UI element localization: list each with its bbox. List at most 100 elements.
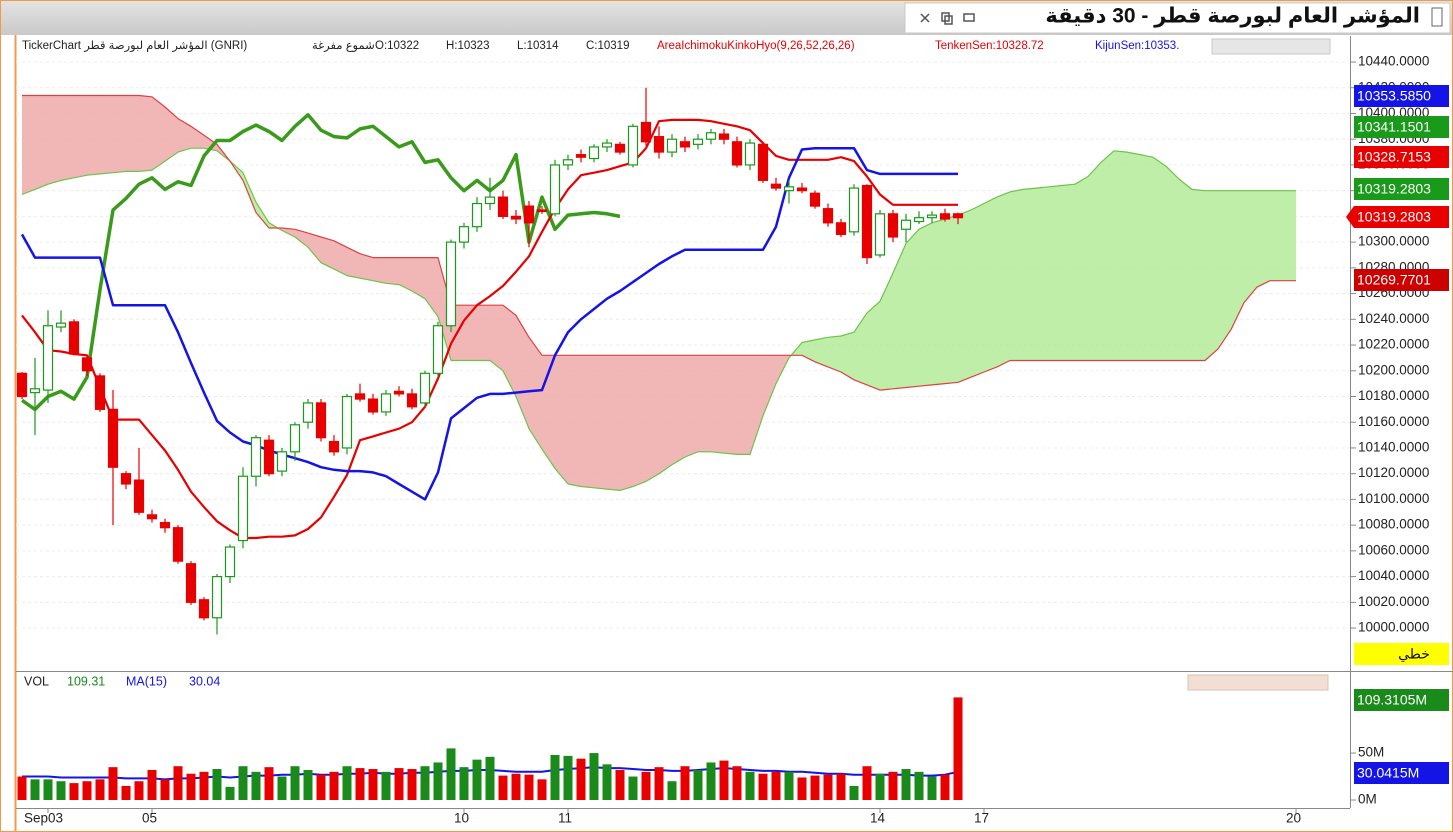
candle-body bbox=[952, 213, 964, 219]
cloud bbox=[750, 355, 763, 455]
cloud bbox=[152, 96, 165, 171]
cloud bbox=[906, 229, 919, 388]
volume-bar bbox=[628, 776, 638, 800]
volume-bar bbox=[173, 766, 183, 800]
title-panel bbox=[904, 2, 1451, 34]
volume-bar bbox=[394, 768, 404, 800]
volume-bar bbox=[316, 774, 326, 800]
cloud bbox=[516, 315, 529, 429]
volume-bar bbox=[459, 767, 469, 800]
candle-body bbox=[705, 132, 717, 140]
volume-bar bbox=[719, 760, 729, 800]
window-icons[interactable] bbox=[920, 12, 975, 25]
cloud bbox=[321, 236, 334, 270]
candle-body bbox=[731, 141, 743, 166]
volume-bar bbox=[30, 779, 40, 800]
y-tick-label: 10120.0000 bbox=[1358, 465, 1429, 480]
volume-bar bbox=[446, 748, 456, 800]
candle-body bbox=[198, 599, 210, 619]
volume-bar bbox=[121, 785, 131, 800]
volume-bar bbox=[108, 767, 118, 800]
candle-body bbox=[549, 164, 561, 215]
cloud bbox=[425, 257, 438, 317]
y-tick-label: 10200.0000 bbox=[1358, 362, 1429, 377]
cloud bbox=[165, 107, 178, 162]
candle-body bbox=[302, 402, 314, 423]
cloud bbox=[35, 95, 48, 190]
cloud bbox=[191, 126, 204, 149]
axis-value-label: 10328.7153 bbox=[1357, 149, 1431, 165]
volume-bar bbox=[381, 771, 391, 800]
volume-bar bbox=[901, 769, 911, 800]
cloud bbox=[347, 247, 360, 279]
axis-value-label: 10269.7701 bbox=[1357, 272, 1431, 288]
volume-bar bbox=[212, 769, 222, 800]
y-tick-label: 10060.0000 bbox=[1358, 542, 1429, 557]
candle-body bbox=[354, 393, 366, 400]
candle-body bbox=[796, 187, 808, 192]
candle-body bbox=[94, 375, 106, 410]
pane-controls[interactable] bbox=[1211, 38, 1331, 55]
y-tick-label: 10080.0000 bbox=[1358, 517, 1429, 532]
volume-bar bbox=[147, 769, 157, 800]
volume-bar bbox=[134, 781, 144, 800]
cloud bbox=[997, 191, 1010, 367]
cloud bbox=[737, 355, 750, 455]
cloud bbox=[139, 95, 152, 172]
pane-controls[interactable] bbox=[1187, 674, 1329, 691]
cloud bbox=[880, 272, 893, 391]
candle-body bbox=[445, 241, 457, 327]
volume-bar bbox=[511, 773, 521, 800]
axis-value-label: 109.3105M bbox=[1357, 692, 1427, 708]
volume-bar bbox=[199, 771, 209, 800]
volume-bar bbox=[95, 779, 105, 800]
candle-body bbox=[627, 125, 639, 166]
volume-bar bbox=[342, 766, 352, 800]
volume-last: 109.31 bbox=[67, 674, 105, 688]
volume-bar bbox=[784, 771, 794, 800]
volume-bar bbox=[225, 786, 235, 800]
y-tick-label: 10220.0000 bbox=[1358, 337, 1429, 352]
cloud bbox=[1062, 184, 1075, 361]
volume-bar bbox=[472, 759, 482, 800]
axis-value-box bbox=[1354, 85, 1449, 107]
ma-legend: MA(15) bbox=[126, 674, 167, 688]
volume-bar bbox=[186, 773, 196, 800]
volume-bar bbox=[875, 773, 885, 800]
volume-bar bbox=[589, 753, 599, 800]
candle-body bbox=[861, 184, 873, 259]
candle-body bbox=[510, 215, 522, 220]
y-tick-label: 10020.0000 bbox=[1358, 594, 1429, 609]
cloud bbox=[1049, 185, 1062, 361]
candle-body bbox=[835, 222, 847, 236]
y-tick-label: 10240.0000 bbox=[1358, 311, 1429, 326]
candle-body bbox=[16, 372, 28, 398]
volume-bar bbox=[940, 774, 950, 800]
cloud bbox=[100, 95, 113, 174]
cloud bbox=[568, 355, 581, 487]
volume-bar bbox=[771, 771, 781, 800]
x-tick-label: 05 bbox=[142, 811, 157, 826]
cloud bbox=[1166, 166, 1179, 361]
volume-bar bbox=[823, 774, 833, 800]
volume-bar bbox=[17, 776, 27, 800]
candle-body bbox=[146, 514, 158, 520]
volume-bar bbox=[524, 774, 534, 800]
cloud bbox=[1205, 190, 1218, 361]
cloud bbox=[763, 355, 776, 416]
cloud bbox=[243, 172, 256, 213]
cloud bbox=[555, 355, 568, 484]
volume-bar bbox=[407, 769, 417, 800]
indicator-label: AreaIchimokuKinkoHyo(9,26,52,26,26) bbox=[657, 40, 855, 52]
chikou-span bbox=[20, 113, 621, 412]
cloud bbox=[464, 305, 477, 361]
x-tick-label: 11 bbox=[558, 811, 572, 826]
candle-body bbox=[926, 214, 938, 219]
volume-bar bbox=[485, 756, 495, 800]
cloud bbox=[438, 257, 451, 361]
cloud bbox=[893, 243, 906, 389]
cloud bbox=[1153, 157, 1166, 361]
cloud bbox=[581, 355, 594, 488]
